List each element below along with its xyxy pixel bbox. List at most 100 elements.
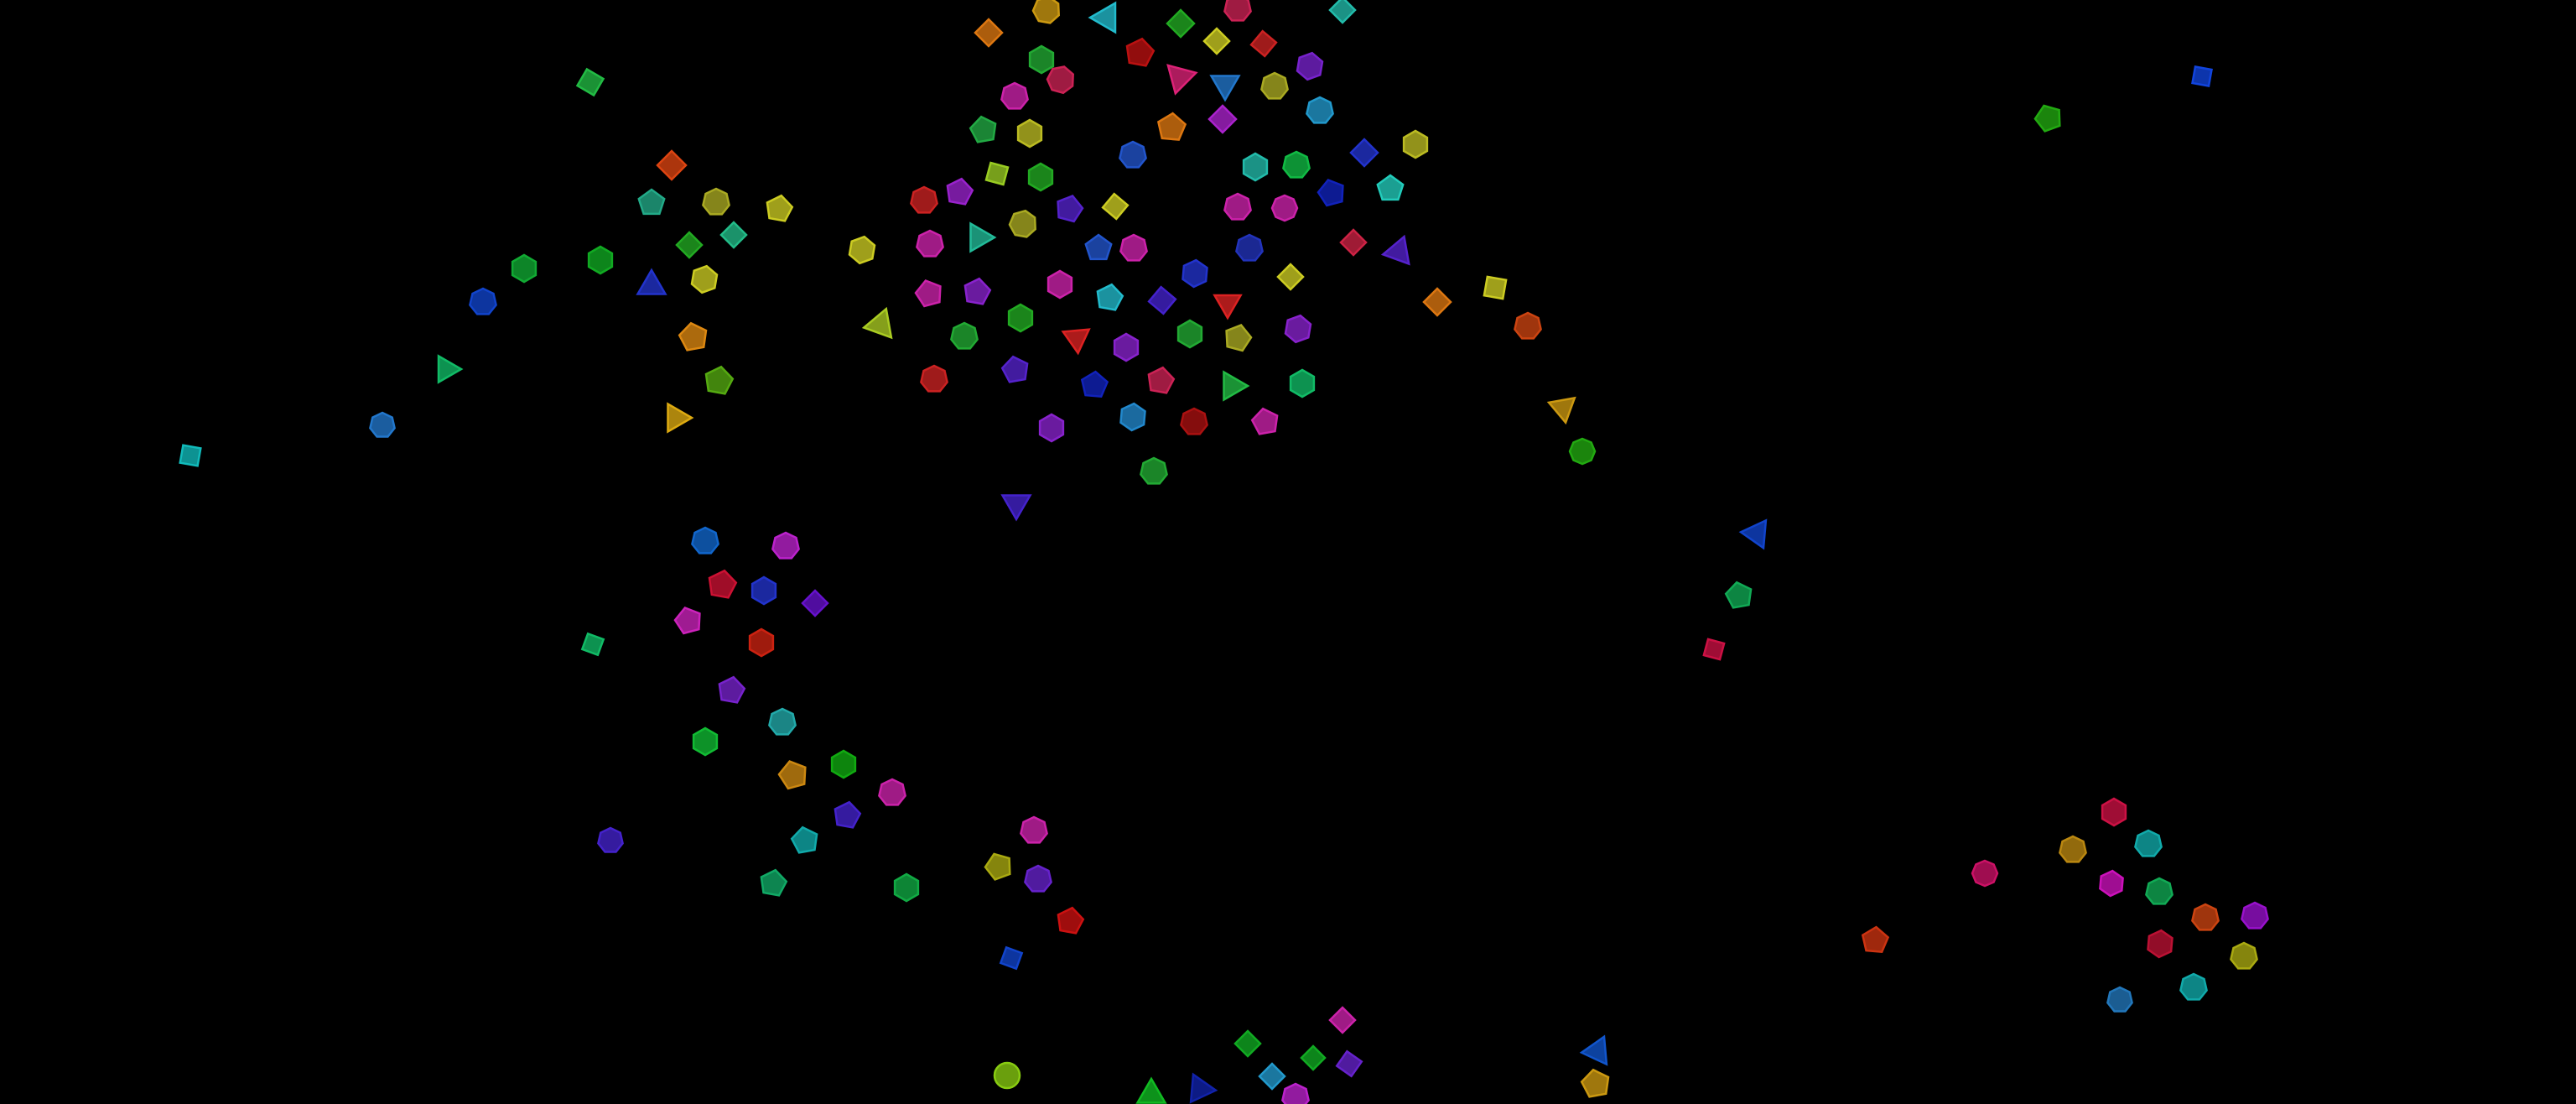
shape-pentagon[interactable] (631, 183, 672, 223)
shape-heptagon[interactable] (1174, 402, 1214, 442)
shape-heptagon[interactable] (1026, 0, 1067, 30)
shape-square[interactable] (1197, 21, 1237, 61)
shape-octagon[interactable] (1265, 188, 1305, 228)
shape-pentagon[interactable] (1245, 402, 1285, 442)
shape-square[interactable] (170, 435, 210, 476)
shape-hexagon[interactable] (1170, 314, 1210, 354)
shape-heptagon[interactable] (1254, 66, 1295, 107)
shape-square[interactable] (714, 215, 754, 255)
shape-pentagon[interactable] (995, 350, 1036, 390)
shape-triangle[interactable] (996, 483, 1036, 523)
shape-square[interactable] (1228, 1023, 1268, 1064)
shape-pentagon[interactable] (1370, 169, 1410, 209)
shape-square[interactable] (1417, 282, 1457, 322)
shape-heptagon[interactable] (1508, 306, 1548, 346)
shape-pentagon[interactable] (1576, 1064, 1616, 1104)
shape-pentagon[interactable] (699, 361, 739, 401)
shape-hexagon[interactable] (1106, 327, 1146, 367)
shape-hexagon[interactable] (1040, 264, 1080, 305)
shape-heptagon[interactable] (362, 405, 402, 445)
shape-square[interactable] (652, 145, 692, 185)
shape-hexagon[interactable] (744, 570, 784, 611)
shape-heptagon[interactable] (1014, 810, 1054, 851)
shape-heptagon[interactable] (1134, 451, 1174, 492)
shape-octagon[interactable] (1965, 853, 2005, 893)
shape-hexagon[interactable] (1021, 157, 1061, 197)
shape-heptagon[interactable] (910, 224, 950, 264)
shape-heptagon[interactable] (872, 773, 912, 813)
shape-square[interactable] (1694, 629, 1734, 669)
shape-square[interactable] (1344, 133, 1384, 173)
shape-square[interactable] (1142, 280, 1182, 320)
shape-pentagon[interactable] (1140, 361, 1181, 401)
shape-square[interactable] (1333, 222, 1374, 263)
shape-pentagon[interactable] (1218, 318, 1258, 358)
shape-heptagon[interactable] (1218, 0, 1258, 29)
shape-triangle[interactable] (1180, 1069, 1220, 1104)
shape-hexagon[interactable] (2094, 792, 2134, 832)
shape-triangle[interactable] (1737, 513, 1777, 554)
shape-pentagon[interactable] (909, 273, 949, 314)
shape-heptagon[interactable] (463, 282, 503, 322)
shape-heptagon[interactable] (2053, 830, 2093, 870)
shape-triangle[interactable] (426, 349, 466, 389)
shape-heptagon[interactable] (1229, 228, 1270, 268)
shape-pentagon[interactable] (711, 670, 751, 711)
shape-heptagon[interactable] (685, 521, 725, 561)
shape-pentagon[interactable] (939, 172, 979, 212)
shape-heptagon[interactable] (2224, 936, 2264, 976)
shape-heptagon[interactable] (995, 76, 1035, 117)
shape-pentagon[interactable] (963, 110, 1004, 150)
shape-hexagon[interactable] (1000, 298, 1041, 338)
shape-pentagon[interactable] (785, 820, 825, 861)
shape-pentagon[interactable] (1089, 278, 1130, 318)
shape-triangle[interactable] (1379, 232, 1419, 272)
shape-heptagon[interactable] (2235, 896, 2275, 936)
shape-pentagon[interactable] (773, 755, 813, 795)
shape-hexagon[interactable] (842, 230, 882, 270)
shape-pentagon[interactable] (753, 863, 793, 904)
shape-pentagon[interactable] (957, 272, 997, 312)
shape-heptagon[interactable] (1041, 60, 1081, 100)
shape-triangle[interactable] (1057, 318, 1097, 358)
shape-heptagon[interactable] (1018, 859, 1058, 899)
shape-triangle[interactable] (656, 398, 696, 438)
shape-triangle[interactable] (958, 217, 999, 258)
shape-triangle[interactable] (860, 305, 901, 345)
shape-square[interactable] (669, 225, 709, 265)
shape-triangle[interactable] (1205, 64, 1245, 104)
shape-heptagon[interactable] (766, 526, 806, 566)
shape-square[interactable] (570, 62, 610, 102)
shape-heptagon[interactable] (2128, 824, 2168, 864)
shape-hexagon[interactable] (1290, 46, 1330, 86)
shape-hexagon[interactable] (1113, 397, 1153, 437)
shape-pentagon[interactable] (668, 601, 709, 641)
shape-pentagon[interactable] (2028, 98, 2069, 138)
shape-hexagon[interactable] (1235, 147, 1275, 187)
shape-heptagon[interactable] (1003, 204, 1043, 244)
shape-pentagon[interactable] (759, 189, 799, 229)
shape-heptagon[interactable] (1113, 135, 1153, 175)
shape-heptagon[interactable] (2139, 872, 2179, 912)
shape-heptagon[interactable] (590, 820, 631, 861)
shape-triangle[interactable] (1160, 57, 1200, 97)
shape-square[interactable] (1202, 99, 1243, 139)
shape-square[interactable] (1095, 186, 1135, 227)
shape-heptagon[interactable] (1276, 145, 1317, 185)
shape-triangle[interactable] (1577, 1031, 1618, 1071)
shape-heptagon[interactable] (944, 316, 984, 357)
shape-square[interactable] (1322, 1000, 1363, 1040)
shape-triangle[interactable] (1208, 283, 1248, 323)
shape-heptagon[interactable] (762, 702, 802, 742)
shape-triangle[interactable] (631, 266, 672, 306)
shape-square[interactable] (2182, 56, 2222, 96)
shape-hexagon[interactable] (1282, 363, 1322, 404)
shape-heptagon[interactable] (2174, 967, 2214, 1008)
shape-pentagon[interactable] (1078, 228, 1119, 268)
shape-pentagon[interactable] (1151, 107, 1192, 148)
shape-heptagon[interactable] (696, 182, 736, 222)
shape-pentagon[interactable] (1311, 173, 1352, 213)
shape-hexagon[interactable] (685, 721, 725, 762)
shape-hexagon[interactable] (886, 867, 927, 908)
shape-hexagon[interactable] (2091, 863, 2132, 904)
